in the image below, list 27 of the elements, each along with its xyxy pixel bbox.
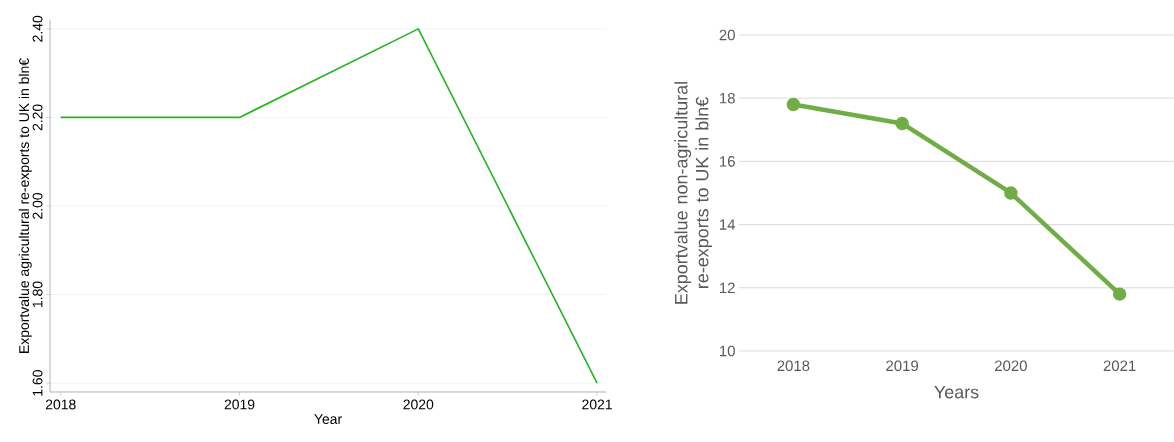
x-tick-label: 2020 [403, 399, 434, 410]
y-tick-label: 2.00 [32, 192, 43, 219]
x-axis-title: Year [314, 414, 342, 424]
y-tick-label: 1.80 [32, 281, 43, 308]
x-tick-label: 2019 [224, 399, 255, 410]
x-tick-label: 2018 [45, 399, 76, 410]
x-axis-title: Years [934, 385, 979, 399]
point [895, 116, 909, 131]
y-tick-label: 16 [720, 156, 735, 167]
y-tick-label: 1.60 [32, 370, 43, 396]
y-axis-title: Exportvalue agricultural re-exports to UK in bln€ [18, 58, 32, 353]
x-tick-label: 2018 [777, 360, 810, 372]
y-tick-label: 10 [720, 345, 735, 357]
y-tick-label: 2.40 [32, 15, 43, 42]
y-tick-label: 12 [720, 282, 735, 293]
x-tick-label: 2019 [886, 360, 919, 372]
y-tick-label: 2.20 [32, 104, 43, 131]
x-tick-label: 2020 [995, 360, 1027, 372]
point [1112, 287, 1127, 301]
point [1004, 186, 1018, 200]
y-tick-label: 20 [719, 29, 735, 41]
x-tick-label: 2021 [1103, 360, 1136, 372]
y-tick-label: 14 [720, 219, 736, 230]
y-axis-title: Exportvalue non-agricultural re-exports to UK in bln€ [674, 82, 713, 304]
y-tick-label: 18 [720, 92, 735, 104]
x-tick-label: 2021 [582, 399, 612, 410]
point [786, 97, 801, 112]
